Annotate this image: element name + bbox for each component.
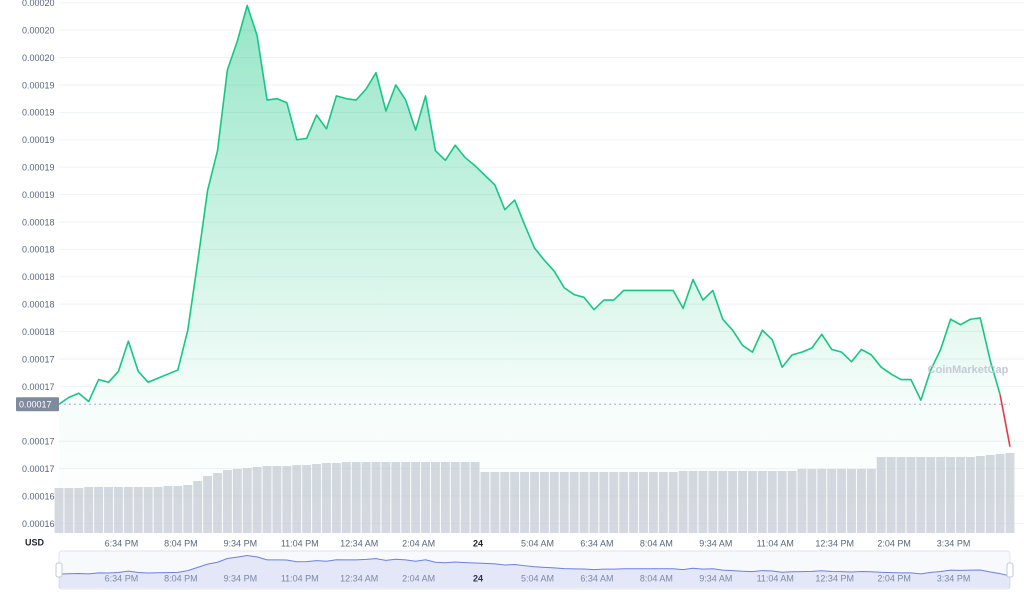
y-tick-label: 0.00018 [22,327,55,337]
navigator-tick-label: 9:34 PM [224,573,258,583]
y-tick-label: 0.00019 [22,163,55,173]
x-tick-label: 6:34 PM [105,538,139,548]
navigator-tick-label: 24 [473,573,483,583]
x-tick-label: 11:04 PM [281,538,319,548]
y-tick-label: 0.00020 [22,0,55,8]
y-tick-label: 0.00020 [22,53,55,63]
navigator-tick-label: 11:04 PM [281,573,319,583]
x-tick-label: 6:34 AM [580,538,613,548]
navigator-tick-label: 6:34 AM [580,573,613,583]
watermark: CoinMarketCap [928,364,1009,376]
navigator-tick-label: 6:34 PM [105,573,139,583]
navigator-line [58,554,1011,577]
x-tick-label: 8:04 PM [164,538,198,548]
x-tick-label: 2:04 AM [402,538,435,548]
navigator-tick-label: 12:34 PM [815,573,854,583]
y-tick-label: 0.00016 [22,519,55,529]
navigator-tick-label: 9:34 AM [699,573,732,583]
y-tick-label: 0.00018 [22,217,55,227]
navigator-tick-label: 2:04 PM [877,573,911,583]
x-tick-label: 5:04 AM [521,538,554,548]
price-series [58,4,1011,534]
y-tick-label: 0.00019 [22,80,55,90]
navigator: 6:34 PM 8:04 PM 9:34 PM 11:04 PM 12:34 AM 2:0… [58,554,1011,588]
price-line [58,4,1001,405]
navigator-area [59,555,1010,588]
reference-label: 0.00017 [19,400,52,410]
x-tick-label: 12:34 PM [815,538,854,548]
x-tick-label: 24 [473,538,483,548]
y-tick-label: 0.00018 [22,300,55,310]
y-tick-label: 0.00020 [22,26,55,36]
navigator-tick-label: 2:04 AM [402,573,435,583]
x-tick-label: 9:34 AM [699,538,732,548]
price-area [59,5,1010,534]
navigator-handle-left[interactable] [55,562,63,578]
y-tick-label: 0.00019 [22,190,55,200]
y-tick-label: 0.00017 [22,464,55,474]
currency-label: USD [25,537,45,547]
navigator-tick-label: 3:34 PM [937,573,971,583]
reference-badge [16,397,59,412]
navigator-tick-label: 5:04 AM [521,573,554,583]
price-line-down [999,394,1011,447]
y-tick-label: 0.00019 [22,135,55,145]
navigator-tick-label: 11:04 AM [757,573,794,583]
y-tick-label: 0.00018 [22,245,55,255]
x-tick-label: 12:34 AM [340,538,378,548]
y-tick-label: 0.00017 [22,354,55,364]
navigator-tick-label: 8:04 AM [640,573,673,583]
y-tick-label: 0.00019 [22,108,55,118]
y-tick-label: 0.00017 [22,382,55,392]
x-tick-label: 11:04 AM [757,538,794,548]
axes: 0.00020 0.00020 0.00020 0.00019 0.00019 0.000… [16,0,1010,548]
y-tick-label: 0.00017 [22,437,55,447]
y-tick-label: 0.00016 [22,491,55,501]
navigator-tick-label: 8:04 PM [164,573,198,583]
x-tick-label: 2:04 PM [877,538,911,548]
x-tick-label: 8:04 AM [640,538,673,548]
x-tick-label: 3:34 PM [937,538,971,548]
navigator-tick-label: 12:34 AM [340,573,378,583]
x-tick-label: 9:34 PM [224,538,258,548]
y-tick-label: 0.00018 [22,272,55,282]
navigator-handle-right[interactable] [1006,562,1014,578]
